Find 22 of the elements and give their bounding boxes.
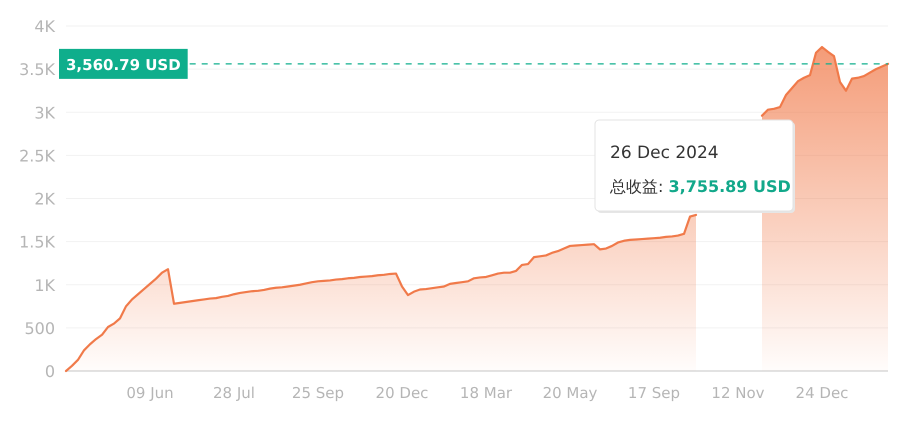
y-tick-label: 4K <box>34 17 56 36</box>
y-tick-label: 2K <box>34 190 56 208</box>
x-tick-label: 20 Dec <box>376 384 428 402</box>
x-tick-label: 18 Mar <box>460 384 513 402</box>
annotation: 26 Dec 2024 <box>610 143 719 163</box>
annotation: 总收益: 3,755.89 USD <box>609 177 791 196</box>
x-tick-label: 09 Jun <box>126 384 174 402</box>
y-tick-label: 3.5K <box>19 60 56 80</box>
x-tick-label: 24 Dec <box>796 384 848 402</box>
x-tick-label: 17 Sep <box>628 384 680 402</box>
x-tick-label: 12 Nov <box>711 384 765 402</box>
y-tick-label: 1K <box>34 276 56 295</box>
ref-line-label: 3,560.79 USD <box>66 56 181 74</box>
y-tick-label: 0 <box>44 362 55 381</box>
x-tick-label: 28 Jul <box>213 384 255 402</box>
y-tick-label: 2.5K <box>19 146 56 166</box>
tooltip: 26 Dec 2024 总收益: 3,755.89 USD <box>594 120 795 213</box>
x-tick-label: 25 Sep <box>292 384 344 402</box>
y-tick-label: 500 <box>24 318 55 338</box>
y-tick-label: 1.5K <box>19 232 56 252</box>
y-tick-label: 3K <box>34 103 56 122</box>
x-tick-label: 20 May <box>542 384 598 402</box>
